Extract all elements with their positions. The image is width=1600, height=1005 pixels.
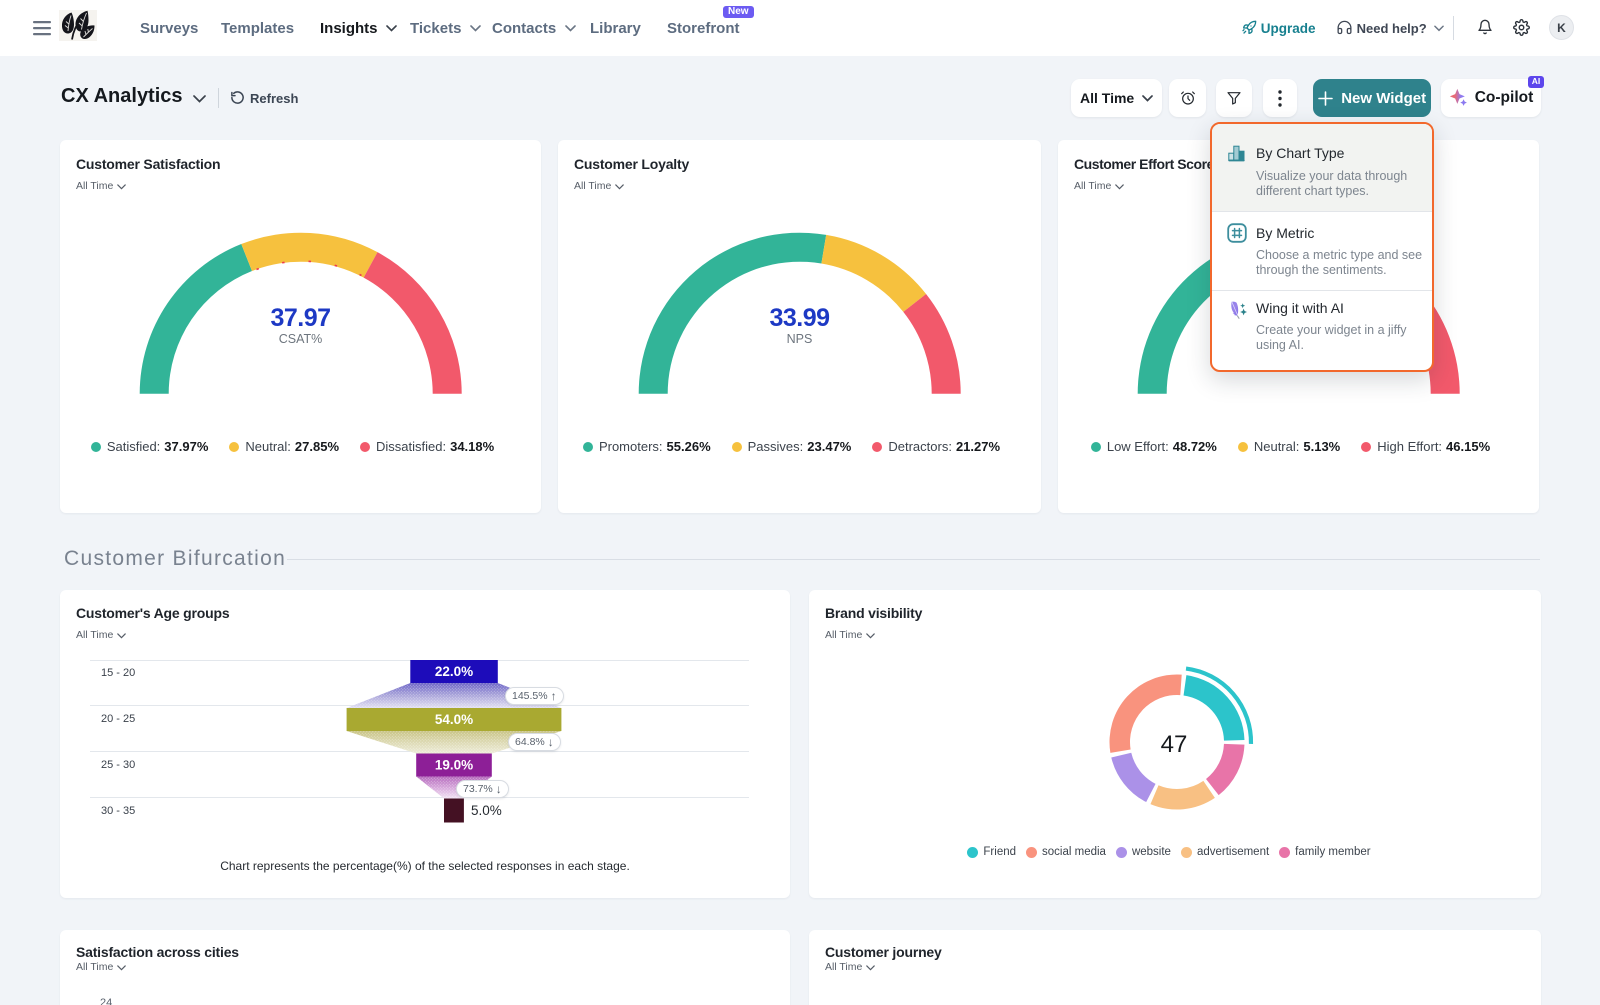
svg-text:22.0%: 22.0% <box>435 664 473 679</box>
svg-text:25 - 30: 25 - 30 <box>101 759 135 771</box>
svg-text:20 - 25: 20 - 25 <box>101 713 135 725</box>
svg-text:47: 47 <box>1161 731 1188 758</box>
svg-text:30 - 35: 30 - 35 <box>101 805 135 817</box>
svg-text:54.0%: 54.0% <box>435 712 473 727</box>
svg-text:15 - 20: 15 - 20 <box>101 667 135 679</box>
svg-text:5.0%: 5.0% <box>471 803 502 818</box>
svg-text:19.0%: 19.0% <box>435 758 473 773</box>
